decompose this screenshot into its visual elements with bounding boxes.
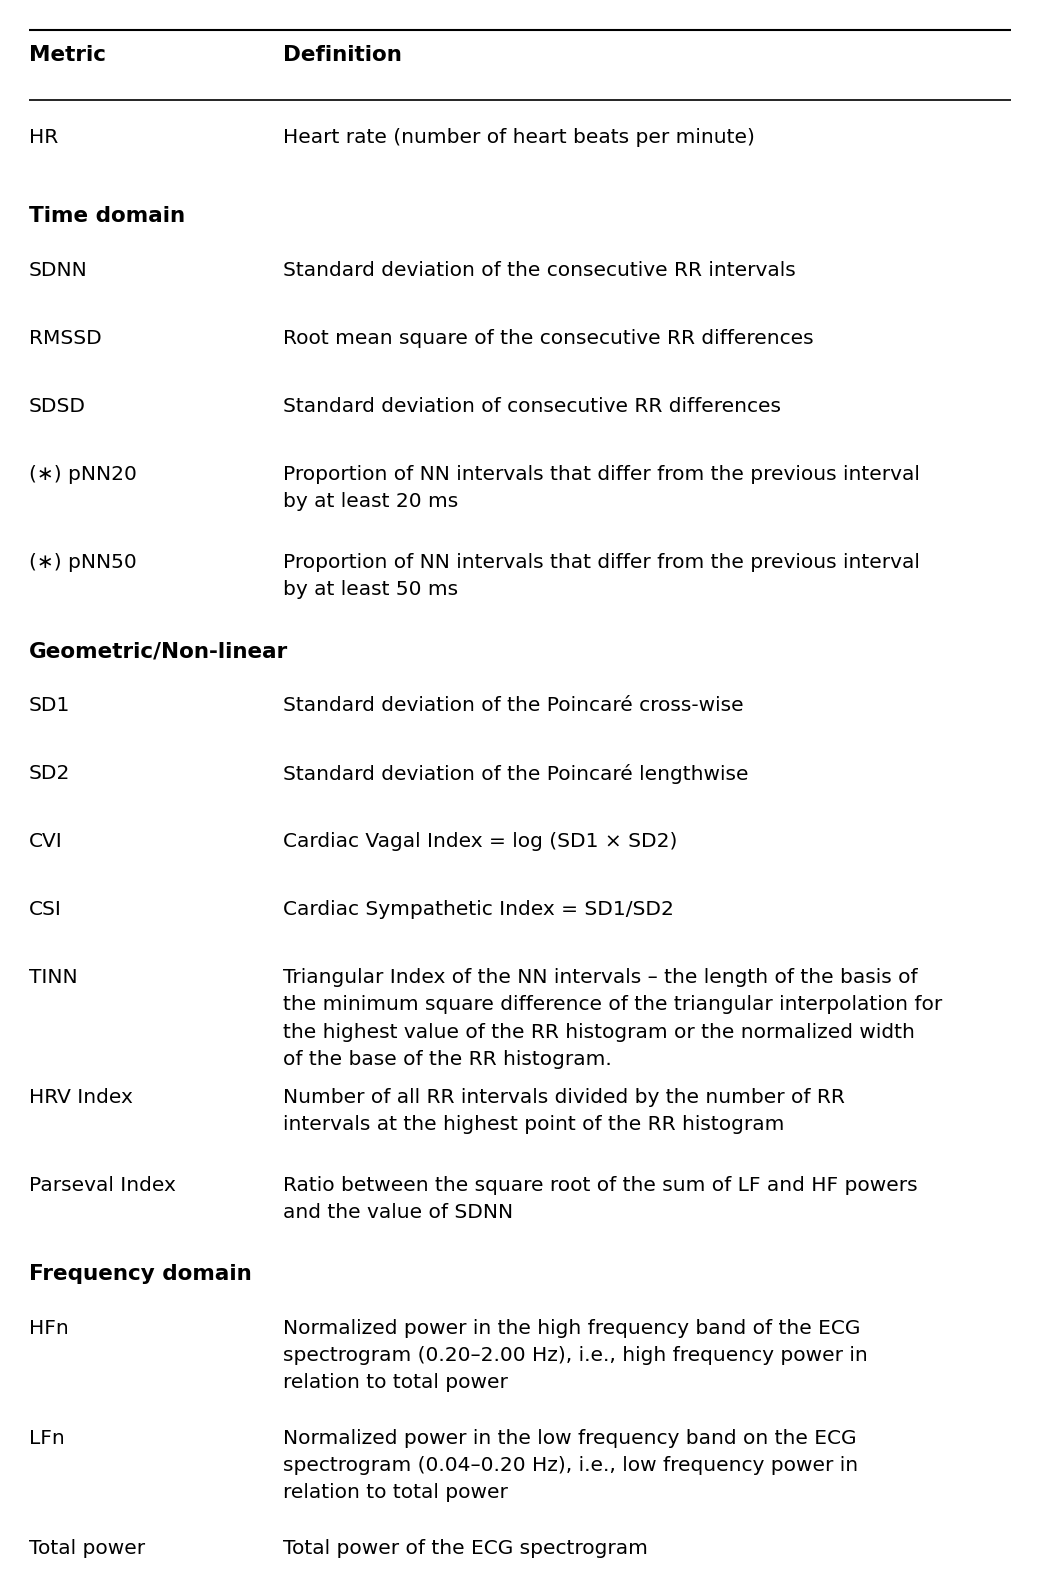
Text: Geometric/Non-linear: Geometric/Non-linear <box>29 641 288 662</box>
Text: CSI: CSI <box>29 901 62 920</box>
Text: RMSSD: RMSSD <box>29 328 102 347</box>
Text: TINN: TINN <box>29 968 78 987</box>
Text: Number of all RR intervals divided by the number of RR
intervals at the highest : Number of all RR intervals divided by th… <box>283 1089 844 1135</box>
Text: SD2: SD2 <box>29 764 71 783</box>
Text: (∗) pNN50: (∗) pNN50 <box>29 553 137 572</box>
Text: SDNN: SDNN <box>29 261 87 281</box>
Text: SDSD: SDSD <box>29 397 86 416</box>
Text: HRV Index: HRV Index <box>29 1089 133 1106</box>
Text: Standard deviation of the consecutive RR intervals: Standard deviation of the consecutive RR… <box>283 261 796 281</box>
Text: Proportion of NN intervals that differ from the previous interval
by at least 50: Proportion of NN intervals that differ f… <box>283 553 919 599</box>
Text: Total power: Total power <box>29 1538 146 1557</box>
Text: Frequency domain: Frequency domain <box>29 1264 252 1285</box>
Text: Parseval Index: Parseval Index <box>29 1176 176 1196</box>
Text: Triangular Index of the NN intervals – the length of the basis of
the minimum sq: Triangular Index of the NN intervals – t… <box>283 968 942 1068</box>
Text: Root mean square of the consecutive RR differences: Root mean square of the consecutive RR d… <box>283 328 813 347</box>
Text: Cardiac Vagal Index = log (SD1 × SD2): Cardiac Vagal Index = log (SD1 × SD2) <box>283 832 677 851</box>
Text: LFn: LFn <box>29 1428 64 1447</box>
Text: Standard deviation of the Poincaré cross-wise: Standard deviation of the Poincaré cross… <box>283 697 744 716</box>
Text: SD1: SD1 <box>29 697 71 716</box>
Text: HFn: HFn <box>29 1318 69 1337</box>
Text: HR: HR <box>29 128 58 147</box>
Text: Standard deviation of consecutive RR differences: Standard deviation of consecutive RR dif… <box>283 397 781 416</box>
Text: Proportion of NN intervals that differ from the previous interval
by at least 20: Proportion of NN intervals that differ f… <box>283 465 919 512</box>
Text: Standard deviation of the Poincaré lengthwise: Standard deviation of the Poincaré lengt… <box>283 764 749 784</box>
Text: Time domain: Time domain <box>29 206 185 226</box>
Text: (∗) pNN20: (∗) pNN20 <box>29 465 137 485</box>
Text: Cardiac Sympathetic Index = SD1/SD2: Cardiac Sympathetic Index = SD1/SD2 <box>283 901 674 920</box>
Text: Normalized power in the low frequency band on the ECG
spectrogram (0.04–0.20 Hz): Normalized power in the low frequency ba… <box>283 1428 858 1503</box>
Text: Normalized power in the high frequency band of the ECG
spectrogram (0.20–2.00 Hz: Normalized power in the high frequency b… <box>283 1318 867 1393</box>
Text: Ratio between the square root of the sum of LF and HF powers
and the value of SD: Ratio between the square root of the sum… <box>283 1176 917 1223</box>
Text: Definition: Definition <box>283 45 401 65</box>
Text: Total power of the ECG spectrogram: Total power of the ECG spectrogram <box>283 1538 648 1557</box>
Text: Heart rate (number of heart beats per minute): Heart rate (number of heart beats per mi… <box>283 128 755 147</box>
Text: Metric: Metric <box>29 45 106 65</box>
Text: CVI: CVI <box>29 832 62 851</box>
